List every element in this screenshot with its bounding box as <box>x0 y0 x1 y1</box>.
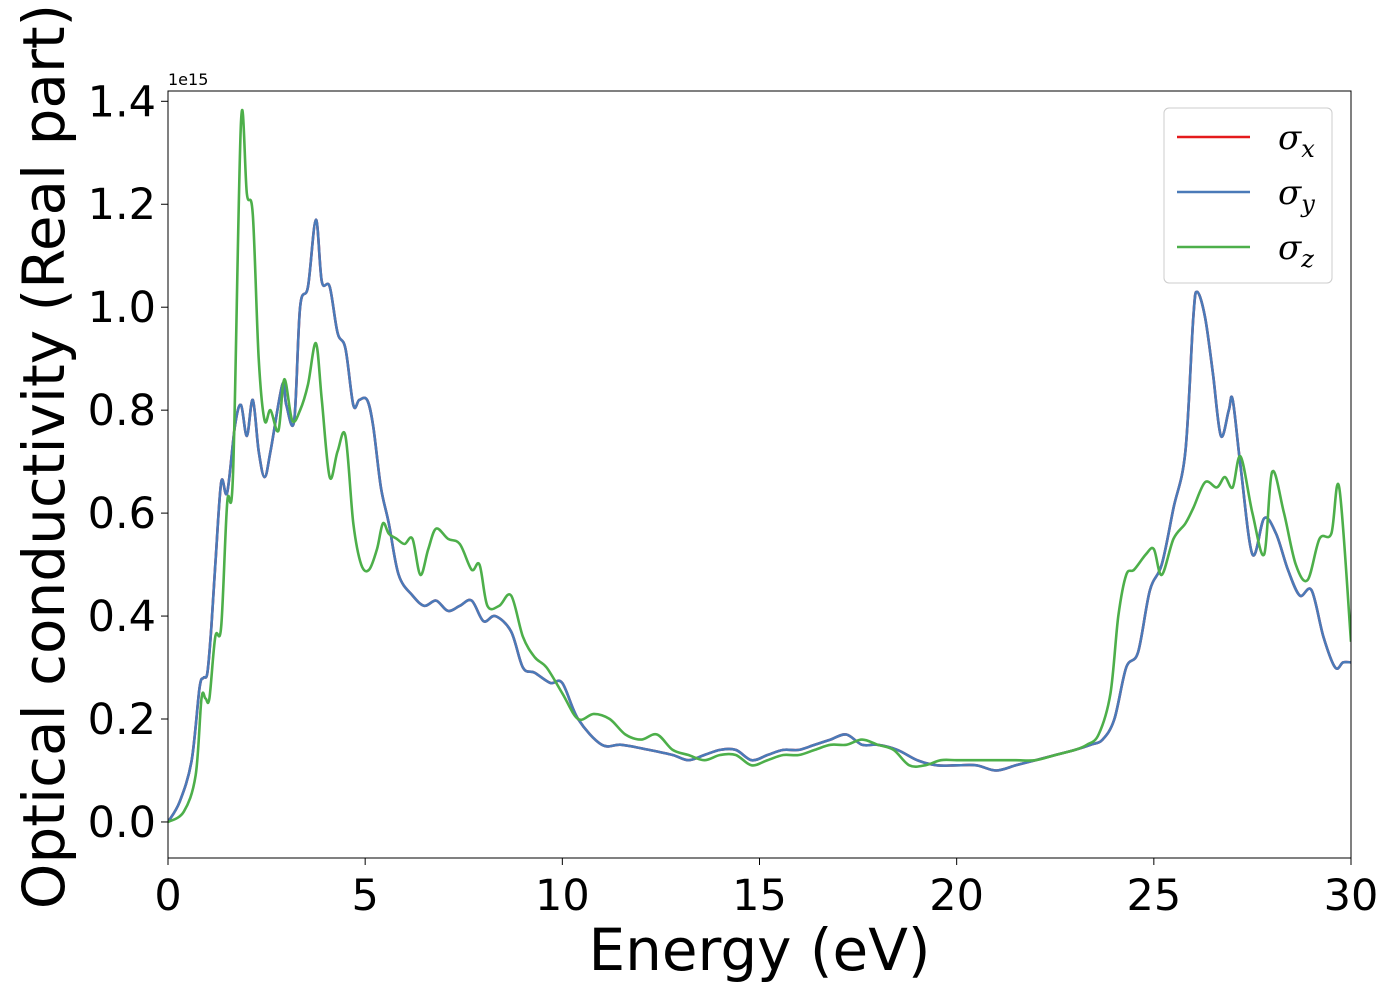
legend-symbol: σ <box>1278 228 1302 268</box>
x-tick-label: 30 <box>1324 871 1379 921</box>
y-offset-text: 1e15 <box>168 70 208 89</box>
legend-subscript: y <box>1300 190 1315 218</box>
y-axis-label: Optical conductivity (Real part) <box>10 4 78 909</box>
y-tick-label: 0.4 <box>88 592 156 642</box>
series-line-sigma-z <box>168 108 1351 824</box>
y-tick-label: 0.8 <box>88 386 156 436</box>
legend-subscript: z <box>1300 245 1314 273</box>
x-tick-label: 10 <box>535 871 590 921</box>
legend-symbol: σ <box>1278 173 1302 213</box>
plot-area <box>168 108 1351 824</box>
x-tick-label: 15 <box>732 871 787 921</box>
x-tick-label: 20 <box>929 871 984 921</box>
legend-label-sigma-z: σz <box>1278 228 1314 273</box>
y-tick-label: 1.4 <box>88 77 156 127</box>
y-axis: 0.0 0.2 0.4 0.6 0.8 1.0 1.2 1.4 <box>88 77 168 848</box>
axes-frame <box>167 90 1352 859</box>
y-tick-label: 0.6 <box>88 489 156 539</box>
legend-box <box>1163 107 1333 284</box>
x-axis-label: Energy (eV) <box>588 916 930 984</box>
x-axis: 0 5 10 15 20 25 30 <box>154 858 1378 921</box>
series-line-sigma-y <box>168 218 1351 823</box>
legend-label-sigma-y: σy <box>1278 173 1315 218</box>
y-tick-label: 0.2 <box>88 695 156 745</box>
legend-subscript: x <box>1301 135 1315 163</box>
y-tick-label: 1.0 <box>88 283 156 333</box>
y-tick-label: 0.0 <box>88 798 156 848</box>
x-tick-label: 25 <box>1126 871 1181 921</box>
x-tick-label: 5 <box>351 871 378 921</box>
y-tick-label: 1.2 <box>88 180 156 230</box>
legend-label-sigma-x: σx <box>1278 118 1315 163</box>
x-tick-label: 0 <box>154 871 181 921</box>
series-line-sigma-x <box>168 218 1351 823</box>
legend-symbol: σ <box>1278 118 1302 158</box>
